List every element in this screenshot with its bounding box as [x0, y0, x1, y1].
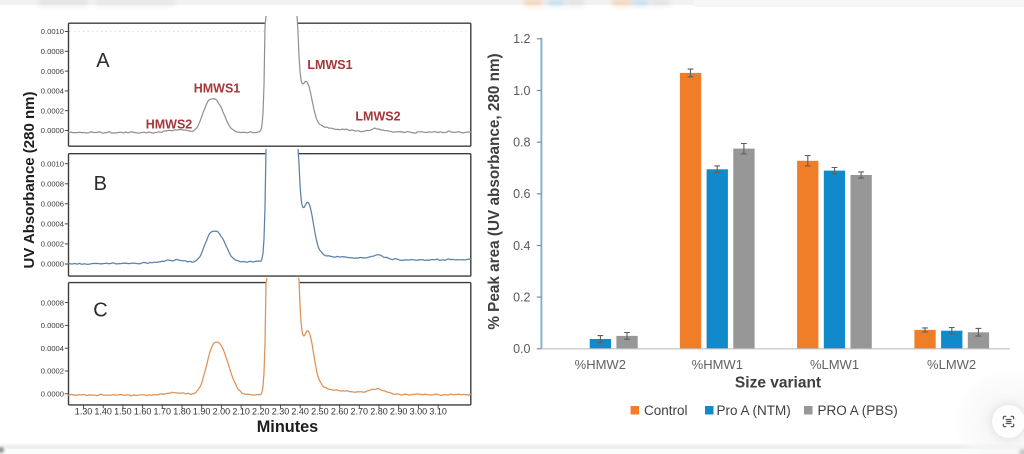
svg-text:0.6: 0.6 — [513, 187, 530, 201]
svg-text:HMWS2: HMWS2 — [146, 117, 193, 131]
svg-text:HMWS1: HMWS1 — [194, 81, 241, 95]
svg-text:1.40: 1.40 — [94, 407, 112, 417]
svg-text:UV Absorbance (280 nm): UV Absorbance (280 nm) — [21, 92, 38, 269]
svg-text:2.90: 2.90 — [390, 407, 408, 417]
svg-text:2.80: 2.80 — [370, 407, 388, 417]
svg-text:3.00: 3.00 — [410, 407, 428, 417]
svg-text:0.0010: 0.0010 — [41, 159, 64, 168]
svg-text:LMWS2: LMWS2 — [355, 110, 400, 124]
svg-text:0.0004: 0.0004 — [41, 87, 64, 96]
svg-text:2.20: 2.20 — [252, 407, 270, 417]
svg-text:0.0000: 0.0000 — [41, 260, 64, 269]
svg-text:0.0004: 0.0004 — [41, 220, 64, 229]
svg-text:0.2: 0.2 — [513, 291, 530, 305]
svg-text:2.50: 2.50 — [311, 407, 329, 417]
svg-text:2.00: 2.00 — [213, 407, 231, 417]
svg-text:1.80: 1.80 — [173, 407, 191, 417]
svg-text:Minutes: Minutes — [257, 418, 319, 436]
svg-text:%LMW2: %LMW2 — [927, 357, 976, 372]
svg-text:% Peak area (UV absorbance, 28: % Peak area (UV absorbance, 280 nm) — [486, 53, 503, 329]
svg-text:1.90: 1.90 — [193, 407, 211, 417]
svg-text:0.0000: 0.0000 — [41, 390, 64, 399]
svg-text:%HMW2: %HMW2 — [575, 357, 626, 372]
svg-text:0.0008: 0.0008 — [41, 298, 64, 307]
svg-text:0.0004: 0.0004 — [41, 344, 64, 353]
svg-text:0.0010: 0.0010 — [41, 27, 64, 36]
svg-text:0.4: 0.4 — [513, 239, 530, 253]
svg-text:C: C — [93, 299, 107, 321]
svg-text:%LMW1: %LMW1 — [810, 357, 859, 372]
svg-text:1.0: 1.0 — [513, 84, 530, 98]
svg-text:0.0006: 0.0006 — [41, 67, 64, 76]
svg-text:2.60: 2.60 — [331, 407, 349, 417]
svg-text:Pro A (NTM): Pro A (NTM) — [717, 403, 791, 418]
svg-text:0.0006: 0.0006 — [41, 200, 64, 209]
svg-text:2.40: 2.40 — [291, 407, 309, 417]
svg-text:PRO A (PBS): PRO A (PBS) — [818, 403, 898, 418]
svg-text:A: A — [96, 50, 110, 72]
svg-text:0.0002: 0.0002 — [41, 240, 64, 249]
svg-text:Control: Control — [644, 403, 688, 418]
svg-text:0.0002: 0.0002 — [41, 106, 64, 115]
svg-text:1.50: 1.50 — [114, 407, 132, 417]
svg-text:Size variant: Size variant — [735, 375, 821, 392]
svg-text:0.0008: 0.0008 — [41, 47, 64, 56]
svg-text:0.0002: 0.0002 — [41, 367, 64, 376]
svg-text:0.0000: 0.0000 — [41, 126, 64, 135]
svg-text:0.0006: 0.0006 — [41, 321, 64, 330]
svg-text:2.10: 2.10 — [232, 407, 250, 417]
svg-text:1.30: 1.30 — [75, 407, 93, 417]
svg-text:0.0008: 0.0008 — [41, 180, 64, 189]
svg-text:LMWS1: LMWS1 — [307, 58, 352, 72]
svg-text:0.8: 0.8 — [513, 136, 530, 150]
svg-text:1.70: 1.70 — [154, 407, 172, 417]
svg-text:3.10: 3.10 — [429, 407, 447, 417]
svg-text:1.60: 1.60 — [134, 407, 152, 417]
svg-text:B: B — [94, 173, 107, 195]
svg-text:%HMW1: %HMW1 — [692, 357, 743, 372]
svg-text:1.2: 1.2 — [513, 32, 530, 46]
svg-text:0.0: 0.0 — [513, 342, 530, 356]
svg-text:2.70: 2.70 — [351, 407, 369, 417]
svg-text:2.30: 2.30 — [272, 407, 290, 417]
